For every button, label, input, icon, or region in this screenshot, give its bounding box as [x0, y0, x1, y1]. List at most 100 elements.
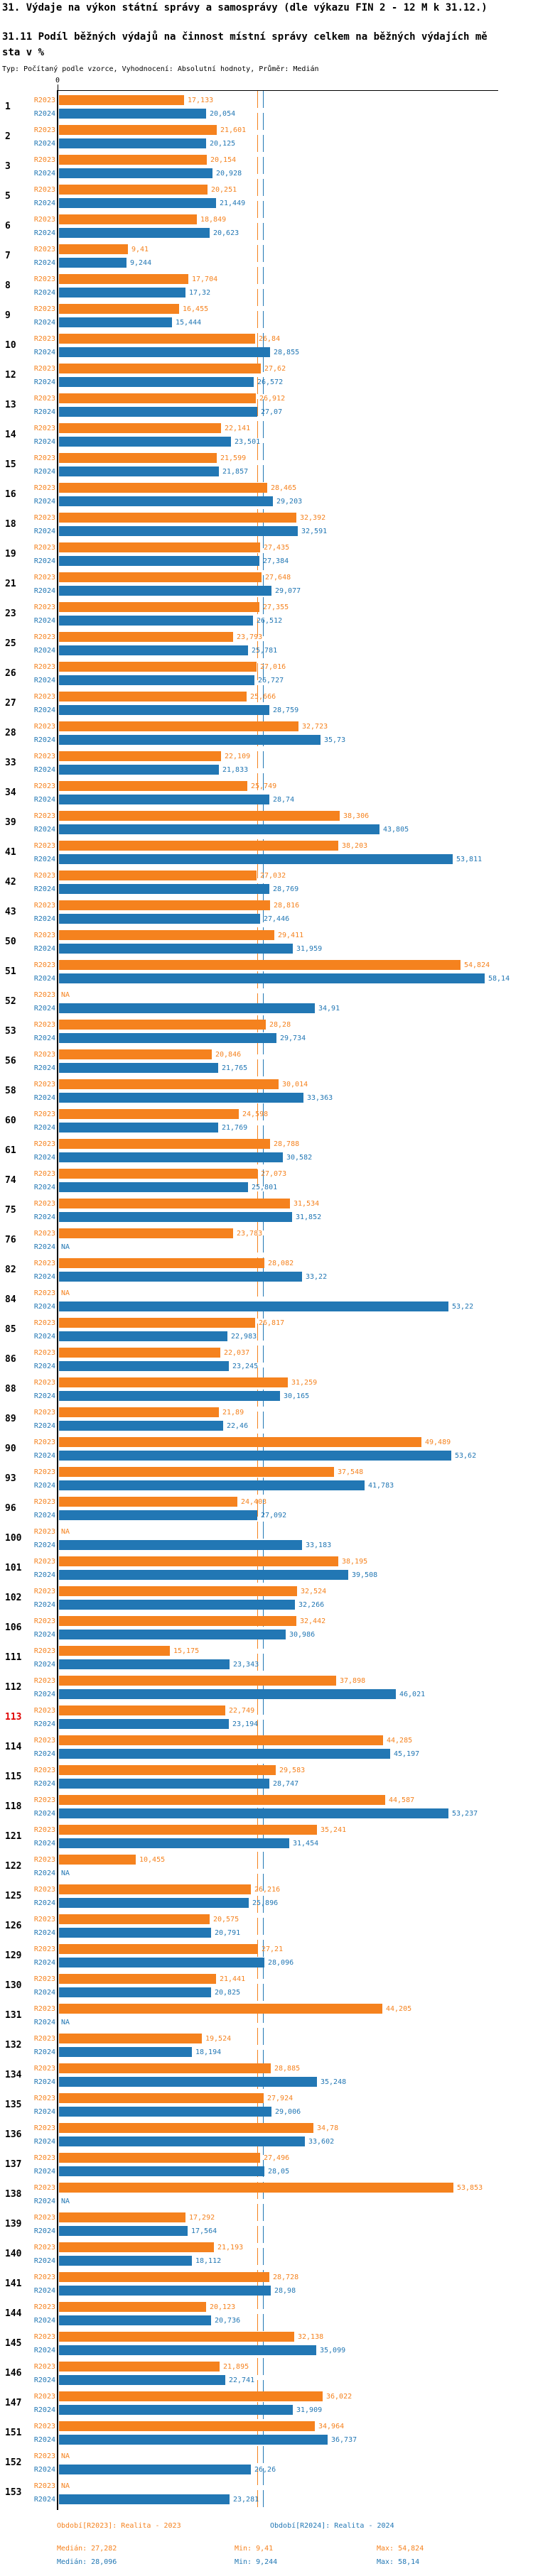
value-label-2024: 33,183 [306, 1541, 332, 1549]
value-label-2024: 26,572 [257, 378, 284, 386]
series-label-r2024: R2024 [33, 2436, 55, 2444]
row-number: 82 [5, 1265, 16, 1275]
value-label-2023: 16,455 [183, 305, 209, 313]
series-label-r2023: R2023 [33, 2244, 55, 2252]
bar-2023 [59, 2063, 271, 2073]
value-label-2023: 28,885 [274, 2065, 301, 2073]
series-label-r2023: R2023 [33, 2452, 55, 2460]
row-number: 111 [5, 1652, 22, 1663]
series-label-r2023: R2023 [33, 753, 55, 760]
value-label-2023: 21,895 [223, 2363, 249, 2371]
value-label-2023: 15,175 [173, 1647, 200, 1655]
value-label-2023: 26,84 [259, 335, 281, 343]
row-number: 16 [5, 489, 16, 500]
bar-2024 [59, 1093, 303, 1103]
x-axis-zero-label: 0 [55, 77, 60, 84]
bar-2023 [59, 513, 296, 523]
bar-2023 [59, 1586, 297, 1596]
series-label-r2023: R2023 [33, 156, 55, 164]
value-label-2024: 28,759 [273, 706, 299, 714]
value-label-2024: 53,237 [452, 1810, 478, 1818]
bar-2023 [59, 781, 247, 791]
row-number: 137 [5, 2159, 22, 2170]
row-number: 34 [5, 787, 16, 798]
bar-2024 [59, 1212, 292, 1222]
value-label-2023: 22,037 [224, 1349, 250, 1357]
legend-min-2024: Min: 9,244 [235, 2558, 278, 2566]
value-label-2023: 32,392 [300, 514, 326, 522]
series-label-r2023: R2023 [33, 2184, 55, 2192]
bar-2024 [59, 735, 321, 745]
series-label-r2024: R2024 [33, 1780, 55, 1788]
row-number: 7 [5, 251, 11, 261]
value-label-2023: 25,749 [251, 782, 277, 790]
value-label-2024: 20,623 [213, 229, 239, 237]
bar-2024 [59, 795, 269, 804]
series-label-r2024: R2024 [33, 170, 55, 178]
series-label-r2024: R2024 [33, 498, 55, 506]
series-label-r2024: R2024 [33, 408, 55, 416]
bar-2023 [59, 1020, 266, 1030]
bar-2023 [59, 1795, 385, 1805]
series-label-r2023: R2023 [33, 2214, 55, 2222]
bar-2023 [59, 214, 197, 224]
value-label-2024: 22,46 [227, 1422, 249, 1430]
row-number: 25 [5, 638, 16, 649]
row-number: 90 [5, 1443, 16, 1454]
bar-2023 [59, 1616, 296, 1626]
bar-2023 [59, 1646, 170, 1656]
series-label-r2023: R2023 [33, 216, 55, 224]
row-number: 60 [5, 1115, 16, 1126]
series-label-r2024: R2024 [33, 438, 55, 446]
series-label-r2024: R2024 [33, 945, 55, 953]
series-label-r2023: R2023 [33, 1081, 55, 1088]
legend-period-2024: Období[R2024]: Realita - 2024 [270, 2522, 394, 2530]
value-label-2024: 53,811 [456, 856, 483, 863]
bar-2024 [59, 258, 126, 268]
series-label-r2024: R2024 [33, 1750, 55, 1758]
value-label-2023: 32,138 [298, 2333, 324, 2341]
series-label-r2023: R2023 [33, 991, 55, 999]
series-label-r2023: R2023 [33, 1200, 55, 1208]
series-label-r2024: R2024 [33, 1064, 55, 1072]
row-number: 85 [5, 1324, 16, 1335]
value-label-2024: 23,343 [233, 1661, 259, 1669]
series-label-r2024: R2024 [33, 856, 55, 863]
value-label-2023: 34,964 [318, 2423, 345, 2430]
bar-2023 [59, 900, 270, 910]
series-label-r2023: R2023 [33, 633, 55, 641]
series-label-r2023: R2023 [33, 2363, 55, 2371]
bar-2024 [59, 347, 270, 357]
value-label-2024: 23,501 [235, 438, 261, 446]
value-label-2023: 17,704 [192, 275, 218, 283]
series-label-r2024: R2024 [33, 1870, 55, 1877]
bar-2024 [59, 556, 259, 566]
series-label-r2024: R2024 [33, 2198, 55, 2205]
bar-2024 [59, 1182, 248, 1192]
value-label-2023: NA [61, 1289, 70, 1297]
row-number: 28 [5, 728, 16, 738]
value-label-2023: 27,21 [262, 1945, 284, 1953]
series-label-r2023: R2023 [33, 574, 55, 582]
series-label-r2023: R2023 [33, 1767, 55, 1774]
series-label-r2024: R2024 [33, 1243, 55, 1251]
row-number: 6 [5, 221, 11, 231]
series-label-r2023: R2023 [33, 1170, 55, 1178]
row-number: 43 [5, 907, 16, 917]
bar-2023 [59, 364, 261, 373]
series-label-r2024: R2024 [33, 2048, 55, 2056]
series-label-r2023: R2023 [33, 812, 55, 820]
value-label-2023: 32,442 [300, 1617, 326, 1625]
bar-2023 [59, 1676, 336, 1686]
row-number: 23 [5, 608, 16, 619]
value-label-2024: 36,737 [331, 2436, 357, 2444]
value-label-2024: 35,73 [324, 736, 346, 744]
series-label-r2024: R2024 [33, 1571, 55, 1579]
value-label-2023: 28,082 [268, 1260, 294, 1267]
value-label-2024: 25,801 [252, 1184, 278, 1191]
bar-2024 [59, 288, 185, 298]
value-label-2024: 20,054 [210, 110, 236, 118]
value-label-2024: 41,783 [368, 1482, 394, 1490]
legend-max-2023: Max: 54,824 [377, 2545, 424, 2553]
value-label-2024: NA [61, 1870, 70, 1877]
